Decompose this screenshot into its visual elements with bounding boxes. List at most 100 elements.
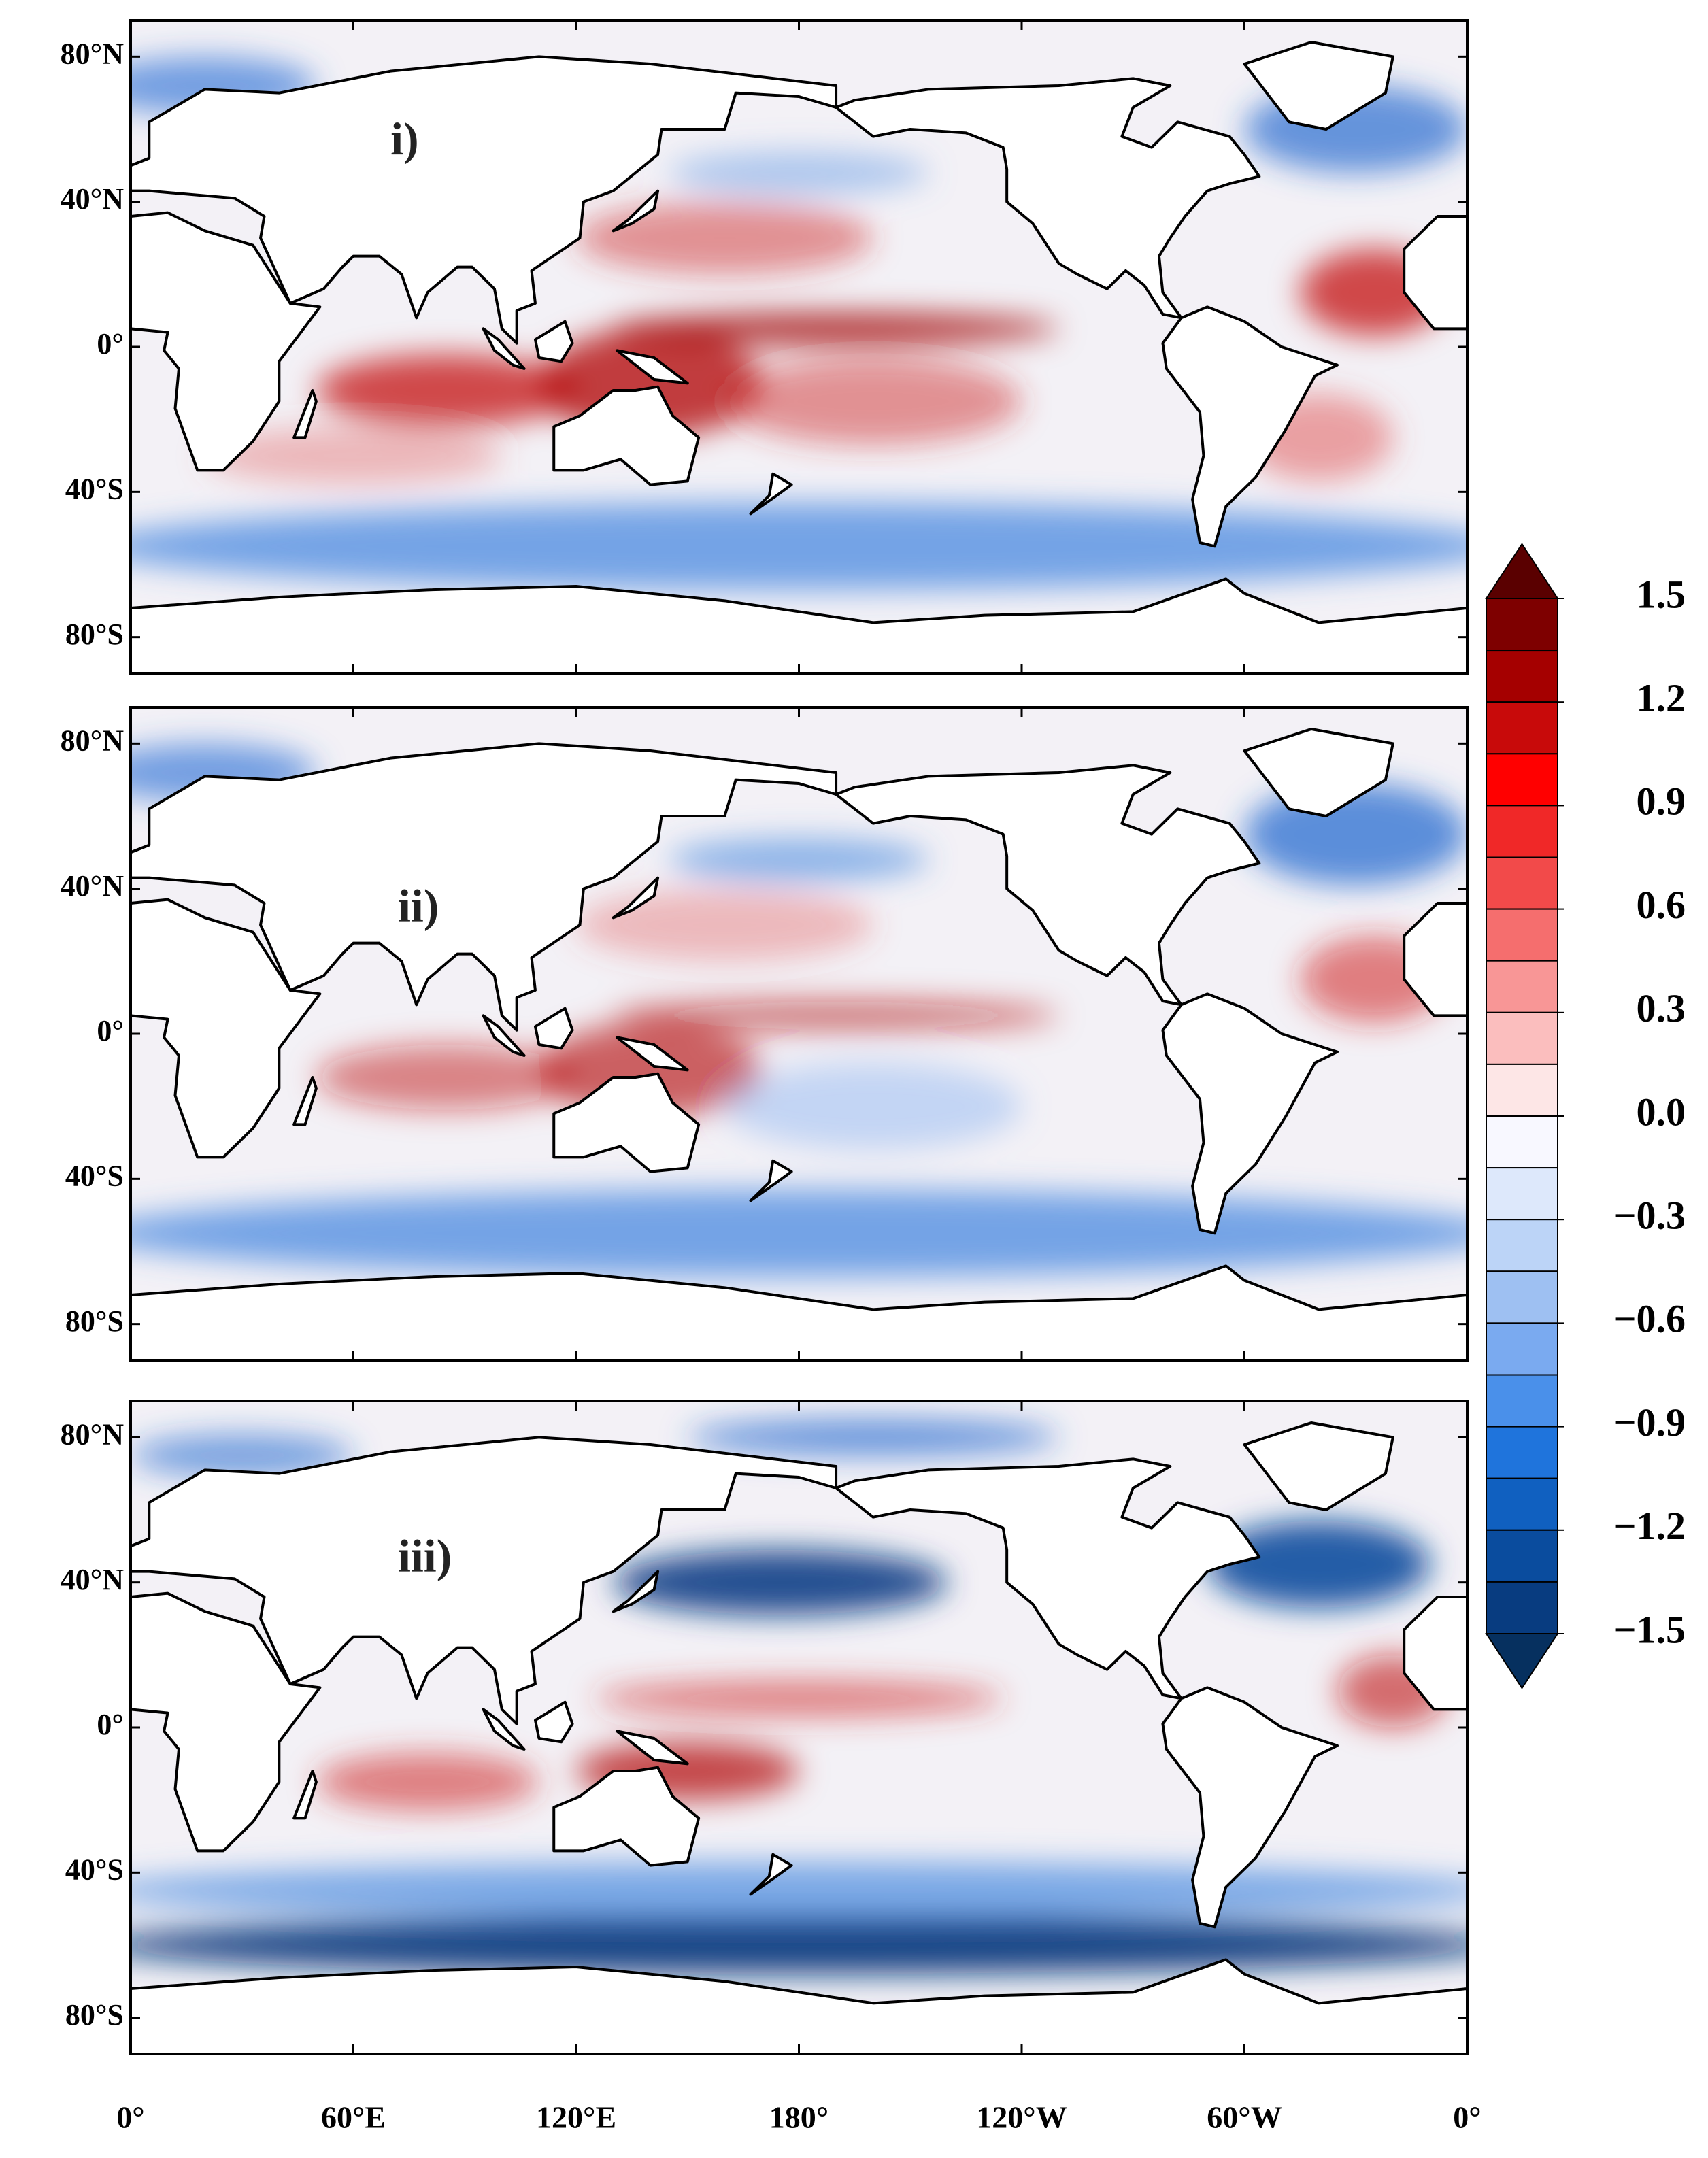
land [533,320,574,363]
colorbar-box [1486,1270,1558,1324]
anomaly [613,1549,948,1615]
colorbar-box [1486,1529,1558,1583]
colorbar-box [1486,805,1558,858]
colorbar-box [1486,650,1558,703]
colorbar-label: −1.5 [1613,1607,1686,1651]
lon-label: 60°E [321,2100,386,2135]
colorbar-label: 1.5 [1637,572,1686,616]
colorbar-label: 1.2 [1637,676,1686,720]
anomaly [687,1419,1059,1455]
colorbar-box [1486,1477,1558,1531]
land [482,1708,526,1751]
land [612,189,660,233]
colorbar-label: −0.3 [1613,1194,1686,1238]
colorbar-box [1486,1322,1558,1376]
panel-label: iii) [398,1530,452,1581]
lat-label: 80°S [65,1304,124,1338]
lat-label: 40°N [61,869,124,903]
colorbar-label: 0.0 [1637,1090,1686,1134]
colorbar-box [1486,1011,1558,1065]
colorbar-over [1485,543,1559,599]
lat-label: 40°S [65,472,124,505]
anomaly [1207,1521,1430,1608]
panel-label: i) [390,113,419,165]
map-panel: 80°N 40°N 0° 40°S 80°S iii) [61,1400,1469,2055]
anomaly [131,503,1467,590]
land [616,349,689,385]
land [482,327,526,370]
land [533,1700,574,1744]
ocean-field [131,1401,1467,2054]
map-panel: 80°N 40°N 0° 40°S 80°S i) [61,19,1469,675]
anomaly-field [131,1419,1467,1974]
anomaly [316,354,576,427]
lat-label: 80°S [65,618,124,651]
colorbar: 1.5 1.2 0.9 0.6 0.3 0.0 −0.3 −0.6 −0.9 −1.2 −1.5 [1485,543,1686,1689]
land [552,385,701,486]
colorbar-box [1486,1374,1558,1428]
anomaly [131,1916,1467,1974]
colorbar-under [1485,1633,1559,1689]
lon-label: 180° [769,2100,828,2135]
lat-label: 0° [97,1708,124,1741]
anomaly [576,888,873,962]
lat-label: 0° [97,327,124,360]
lon-label: 60°W [1207,2100,1282,2135]
colorbar-box [1486,598,1558,652]
lat-label: 80°S [65,1998,124,2031]
colorbar-box [1486,701,1558,755]
colorbar-box [1486,1219,1558,1272]
colorbar-box [1486,1581,1558,1634]
land [835,77,1261,320]
anomaly [724,1062,1022,1150]
colorbar-box [1486,1426,1558,1479]
anomaly [131,1434,354,1477]
land [131,211,322,472]
land [835,764,1261,1007]
land [612,1570,660,1613]
anomaly [613,314,1059,343]
land [1161,992,1339,1235]
land [292,1770,318,1820]
land [131,1591,322,1853]
colorbar-box [1486,908,1558,962]
land [131,898,322,1159]
land [1243,1421,1394,1511]
lat-label: 80°N [61,724,124,757]
land [1403,902,1467,1017]
land [749,472,793,516]
anomaly [131,1861,1467,1920]
anomaly [205,426,502,485]
lat-label: 40°S [65,1853,124,1886]
land [131,1958,1467,2054]
colorbar-box [1486,1115,1558,1169]
land [1403,215,1467,331]
colorbar-label: 0.6 [1637,883,1686,927]
land [292,389,318,439]
land [612,876,660,920]
ocean-field [131,20,1467,673]
colorbar-box [1486,1063,1558,1117]
map-panel: 80°N 40°N 0° 40°S 80°S ii) [61,706,1469,1362]
land [616,1730,689,1766]
lon-label: 120°W [976,2100,1067,2135]
land [749,1159,793,1202]
lat-label: 40°N [61,182,124,216]
land [131,742,838,1032]
anomaly [316,1045,576,1110]
lon-label: 0° [1453,2100,1481,2135]
anomaly [316,1753,539,1811]
lat-label: 80°N [61,37,124,70]
lat-label: 40°N [61,1563,124,1596]
ocean-field [131,707,1467,1360]
land [292,1076,318,1126]
colorbar-box [1486,753,1558,807]
lon-label: 0° [116,2100,144,2135]
lat-label: 80°N [61,1417,124,1451]
land [749,1853,793,1896]
colorbar-box [1486,1167,1558,1221]
colorbar-label: −1.2 [1613,1504,1686,1548]
land [482,1014,526,1057]
land [131,1264,1467,1360]
